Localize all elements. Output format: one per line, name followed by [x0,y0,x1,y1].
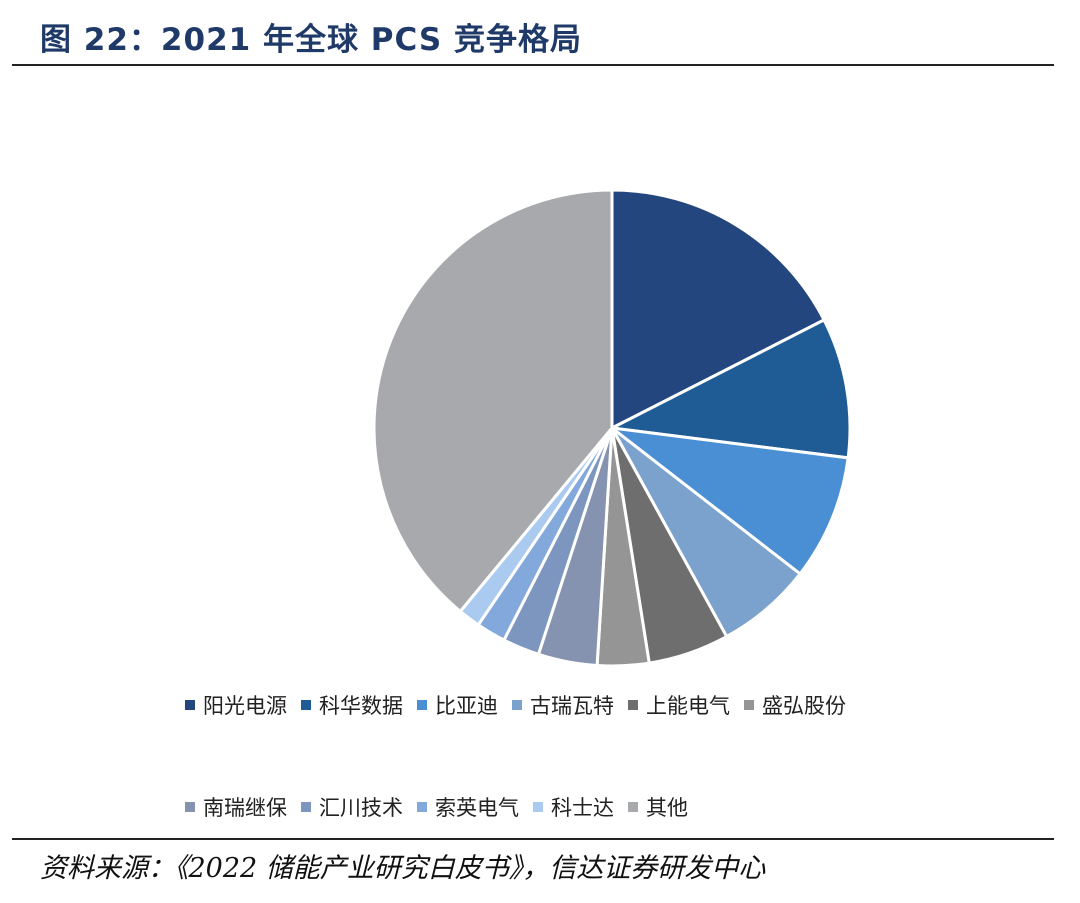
legend-swatch [628,700,638,710]
legend-item: 盛弘股份 [744,690,846,720]
legend-label: 科华数据 [319,694,403,718]
legend-swatch [301,700,311,710]
legend-swatch [185,700,195,710]
top-divider [12,64,1054,66]
legend-item: 阳光电源 [185,690,287,720]
pie-slice-11 [372,188,614,614]
legend-item: 古瑞瓦特 [512,690,614,720]
legend-swatch [744,700,754,710]
pie-slice-2 [606,317,852,460]
legend-swatch [185,802,195,812]
legend-label: 比亚迪 [435,694,498,718]
legend-label: 盛弘股份 [762,694,846,718]
legend-swatch [417,700,427,710]
legend-swatch [628,802,638,812]
legend-label: 古瑞瓦特 [530,694,614,718]
legend-item: 其他 [628,792,688,822]
legend-item: 汇川技术 [301,792,403,822]
legend-item: 上能电气 [628,690,730,720]
bottom-divider [12,838,1054,840]
legend-item: 南瑞继保 [185,792,287,822]
pie-slice-1 [610,188,827,431]
page-title: 图 22：2021 年全球 PCS 竞争格局 [40,22,582,58]
legend-item: 科士达 [533,792,614,822]
legend-label: 其他 [646,796,688,820]
legend-label: 科士达 [551,796,614,820]
legend-label: 汇川技术 [319,796,403,820]
legend-label: 南瑞继保 [203,796,287,820]
legend-label: 索英电气 [435,796,519,820]
legend-item: 比亚迪 [417,690,498,720]
pie-slice-3 [606,425,850,576]
source-note: 资料来源：《2022 储能产业研究白皮书》，信达证券研发中心 [40,853,766,884]
legend-swatch [301,802,311,812]
legend-label: 上能电气 [646,694,730,718]
legend-swatch [533,802,543,812]
legend-item: 索英电气 [417,792,519,822]
chart-legend: 阳光电源 科华数据 比亚迪 古瑞瓦特 上能电气 盛弘股份南瑞继保 汇川技术 索英电气 科士达 其他 [185,690,1005,822]
legend-item: 科华数据 [301,690,403,720]
legend-swatch [512,700,522,710]
legend-label: 阳光电源 [203,694,287,718]
legend-swatch [417,802,427,812]
